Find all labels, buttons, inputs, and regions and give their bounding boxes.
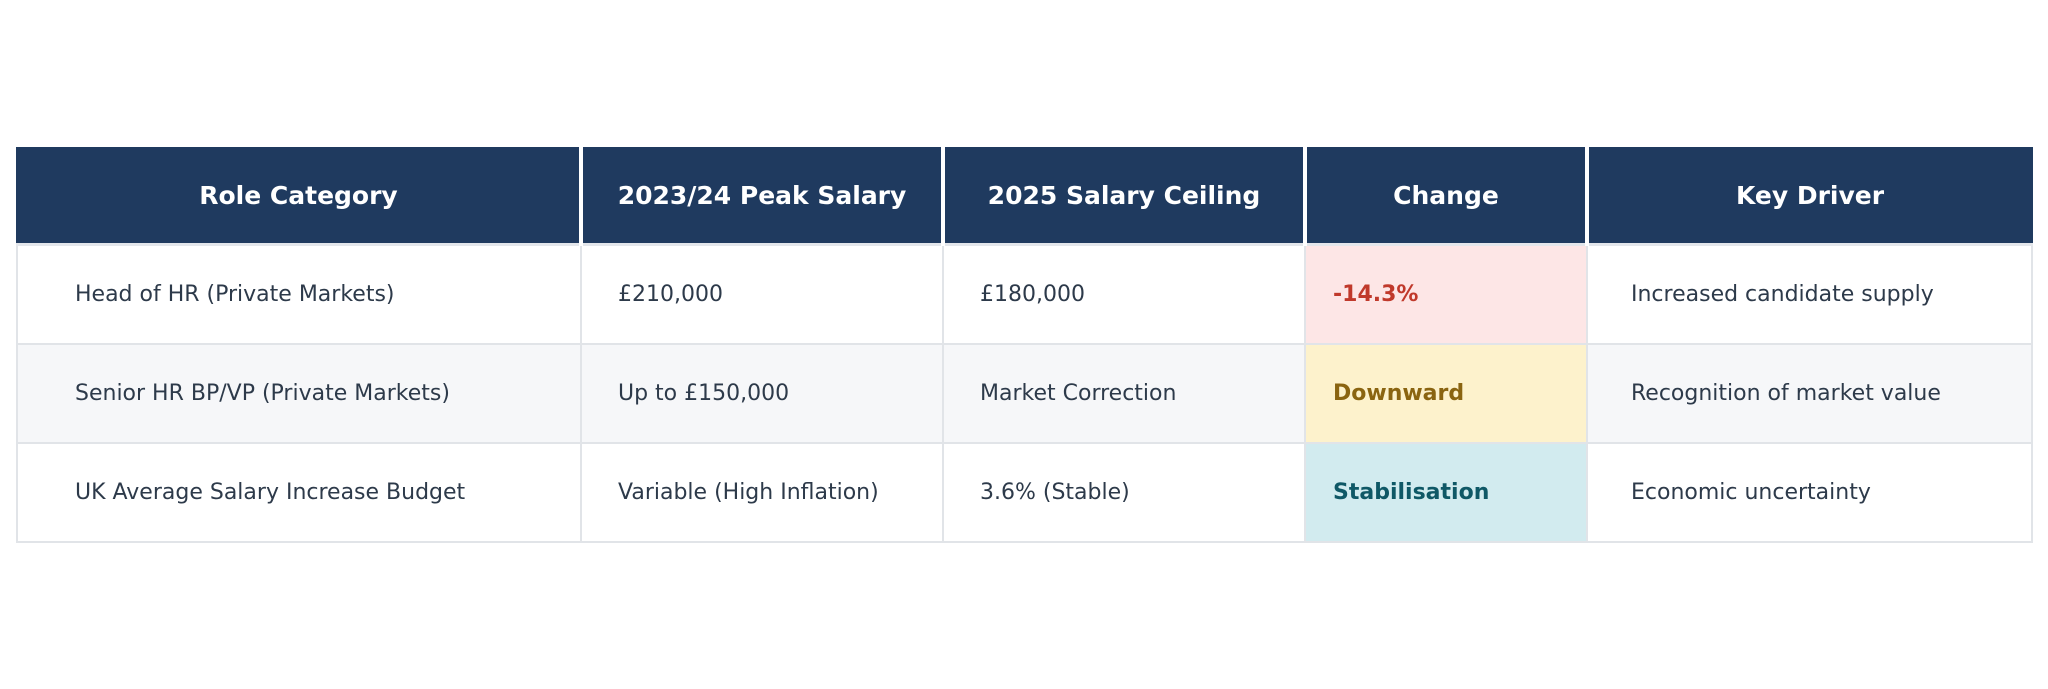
salary-table-container: Role Category 2023/24 Peak Salary 2025 S… <box>16 147 2033 543</box>
header-salary-ceiling: 2025 Salary Ceiling <box>941 147 1307 246</box>
cell-role: Senior HR BP/VP (Private Markets) <box>16 343 582 444</box>
header-key-driver: Key Driver <box>1585 147 2033 246</box>
cell-peak-salary: £210,000 <box>580 243 944 345</box>
cell-role: Head of HR (Private Markets) <box>16 243 582 345</box>
header-change: Change <box>1303 147 1589 246</box>
cell-key-driver: Recognition of market value <box>1586 343 2033 444</box>
cell-change-downward: Downward <box>1304 343 1588 444</box>
table-header-row: Role Category 2023/24 Peak Salary 2025 S… <box>16 147 2033 246</box>
header-role-category: Role Category <box>16 147 583 246</box>
table-row: Head of HR (Private Markets) £210,000 £1… <box>16 243 2033 345</box>
cell-change-stabilisation: Stabilisation <box>1304 442 1588 543</box>
table-row: UK Average Salary Increase Budget Variab… <box>16 442 2033 543</box>
cell-role: UK Average Salary Increase Budget <box>16 442 582 543</box>
cell-change-negative: -14.3% <box>1304 243 1588 345</box>
cell-salary-ceiling: Market Correction <box>942 343 1306 444</box>
cell-peak-salary: Up to £150,000 <box>580 343 944 444</box>
table-row: Senior HR BP/VP (Private Markets) Up to … <box>16 343 2033 444</box>
cell-key-driver: Economic uncertainty <box>1586 442 2033 543</box>
header-peak-salary: 2023/24 Peak Salary <box>579 147 945 246</box>
cell-key-driver: Increased candidate supply <box>1586 243 2033 345</box>
cell-peak-salary: Variable (High Inflation) <box>580 442 944 543</box>
salary-comparison-table: Role Category 2023/24 Peak Salary 2025 S… <box>16 147 2033 543</box>
cell-salary-ceiling: £180,000 <box>942 243 1306 345</box>
cell-salary-ceiling: 3.6% (Stable) <box>942 442 1306 543</box>
